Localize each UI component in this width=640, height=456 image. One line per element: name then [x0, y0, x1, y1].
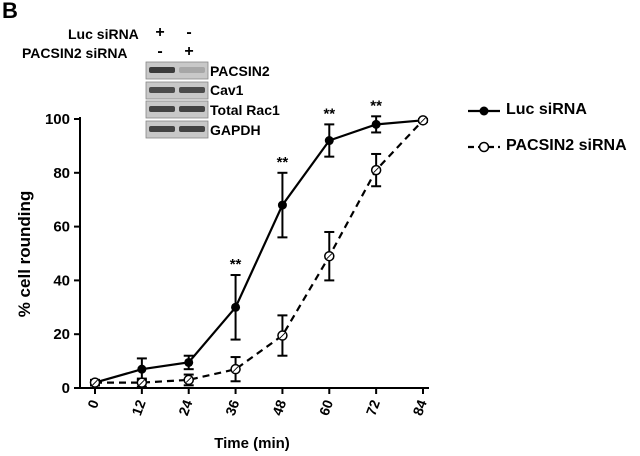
data-point: [371, 119, 381, 129]
blot-label-total-rac1: Total Rac1: [210, 102, 280, 118]
condition-label-luc: Luc siRNA: [68, 26, 139, 42]
data-point: [277, 200, 287, 210]
significance-marker: **: [277, 154, 289, 171]
blot-strip: [145, 61, 209, 80]
data-point: [420, 117, 426, 124]
x-tick-label: 0: [84, 397, 102, 410]
y-tick-label: 80: [53, 165, 70, 182]
x-tick-label: 48: [269, 397, 289, 417]
data-point: [231, 302, 241, 312]
x-tick-label: 36: [222, 397, 242, 417]
legend-marker: [478, 141, 490, 153]
legend-marker: [479, 106, 489, 116]
data-point: [92, 379, 98, 386]
y-tick-label: 0: [62, 380, 70, 397]
blot-band: [149, 126, 175, 132]
blot-band: [179, 67, 205, 73]
significance-marker: **: [230, 256, 242, 273]
pacsin2-lane2-sign: +: [184, 43, 194, 60]
y-tick-label: 20: [53, 326, 70, 343]
x-tick-label: 72: [363, 397, 383, 417]
x-tick-label: 24: [175, 397, 195, 417]
blot-band: [149, 87, 175, 93]
blot-label-pacsin2: PACSIN2: [210, 63, 270, 79]
data-point: [279, 332, 286, 339]
blot-strip: [145, 81, 209, 100]
data-point: [184, 357, 194, 367]
significance-marker: **: [323, 105, 335, 122]
series-line: [95, 119, 424, 384]
luc-lane1-sign: +: [155, 24, 165, 41]
blot-label-gapdh: GAPDH: [210, 122, 261, 138]
data-point: [324, 136, 334, 146]
legend-label: Luc siRNA: [506, 101, 587, 118]
luc-lane2-sign: -: [186, 24, 192, 41]
y-axis-title: % cell rounding: [15, 191, 34, 318]
x-tick-label: 12: [128, 397, 148, 417]
y-tick-label: 60: [53, 219, 70, 236]
x-tick-label: 60: [316, 397, 336, 417]
data-point: [137, 364, 147, 374]
significance-marker: **: [370, 97, 382, 114]
data-point: [185, 377, 192, 383]
data-point: [326, 253, 333, 260]
condition-label-pacsin2: PACSIN2 siRNA: [22, 45, 128, 61]
blot-band: [149, 67, 175, 73]
data-point: [373, 167, 379, 173]
blot-label-cav1: Cav1: [210, 82, 244, 98]
blot-band: [179, 87, 205, 93]
blot-strip: [145, 100, 209, 119]
data-point: [139, 379, 145, 386]
pacsin2-lane1-sign: -: [157, 43, 163, 60]
blot-band: [179, 126, 205, 132]
blot-strip: [145, 120, 209, 139]
y-tick-label: 40: [53, 272, 70, 289]
y-tick-label: 100: [45, 111, 70, 128]
blot-band: [179, 106, 205, 112]
x-axis-title: Time (min): [214, 435, 290, 452]
series-line: [94, 119, 424, 384]
x-tick-label: 84: [409, 397, 429, 417]
legend-label: PACSIN2 siRNA: [506, 137, 627, 154]
blot-band: [149, 106, 175, 112]
panel-letter: B: [2, 0, 18, 23]
data-point: [232, 366, 239, 372]
